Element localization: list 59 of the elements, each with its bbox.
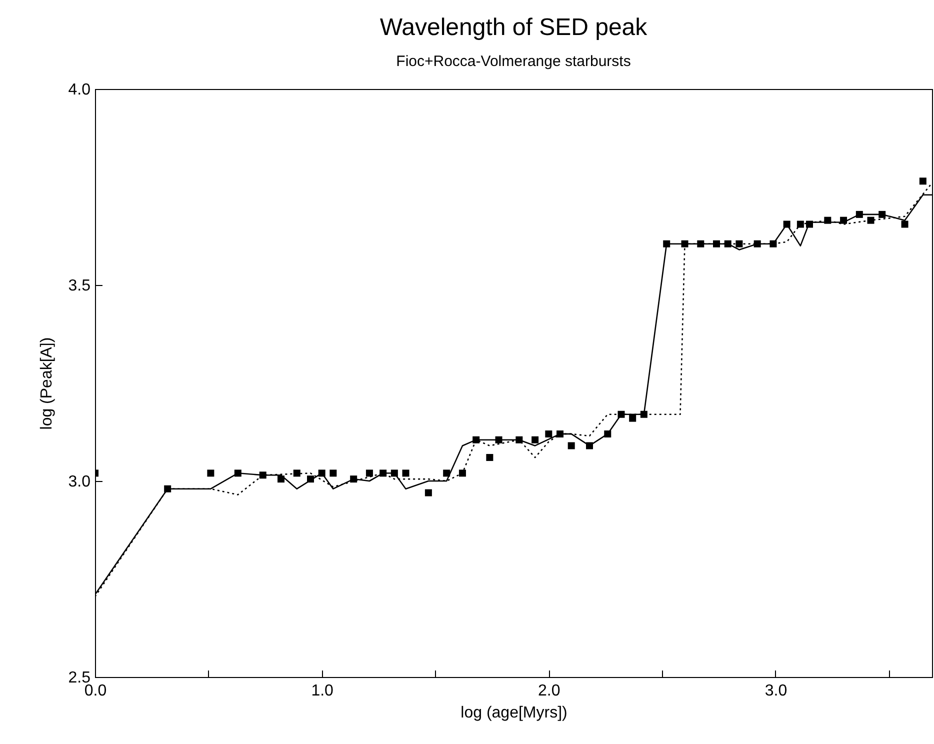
point	[556, 430, 564, 438]
point	[586, 442, 593, 450]
point	[878, 210, 886, 218]
x-axis-title: log (age[Myrs])	[460, 704, 568, 722]
point	[278, 476, 284, 483]
point	[366, 470, 373, 477]
x-tick-label: 1.0	[311, 682, 334, 700]
point	[350, 476, 358, 483]
point	[824, 216, 832, 224]
point	[713, 240, 720, 248]
y-tick-label: 4.0	[68, 82, 91, 98]
point	[424, 489, 432, 496]
point	[806, 220, 814, 228]
point	[443, 470, 450, 477]
chart-subtitle: Fioc+Rocca-Volmerange starbursts	[396, 53, 631, 70]
point	[545, 430, 552, 438]
point	[330, 470, 337, 477]
point	[736, 240, 743, 248]
point	[259, 472, 266, 479]
point	[472, 436, 480, 444]
point	[783, 220, 790, 228]
point	[516, 436, 523, 444]
point	[293, 470, 300, 477]
point	[458, 470, 466, 477]
y-axis-title: log (Peak[A])	[38, 337, 56, 430]
x-tick-label: 0.0	[84, 682, 107, 700]
point	[919, 178, 926, 185]
point	[207, 470, 214, 477]
y-tick-label: 3.5	[68, 278, 91, 294]
point	[568, 442, 575, 450]
point	[604, 430, 612, 438]
point	[380, 470, 387, 477]
point	[796, 220, 804, 228]
point	[390, 470, 398, 477]
x-tick-label: 3.0	[764, 682, 788, 700]
point	[306, 476, 314, 483]
point	[532, 436, 539, 444]
point	[318, 470, 326, 477]
point	[640, 410, 648, 418]
point	[856, 210, 863, 218]
point	[867, 216, 874, 224]
point	[663, 240, 670, 248]
point	[754, 240, 761, 248]
chart-title: Wavelength of SED peak	[380, 14, 648, 41]
point	[495, 436, 502, 444]
x-tick-label: 2.0	[538, 682, 560, 700]
point	[234, 470, 242, 477]
point	[629, 414, 636, 422]
point	[840, 216, 848, 224]
point	[697, 240, 704, 248]
point	[681, 240, 688, 248]
point	[486, 454, 494, 461]
point	[901, 220, 908, 228]
point	[164, 485, 172, 492]
point	[402, 470, 410, 477]
point	[618, 410, 625, 418]
y-tick-label: 3.0	[68, 474, 91, 490]
point	[724, 240, 732, 248]
point	[770, 240, 777, 248]
